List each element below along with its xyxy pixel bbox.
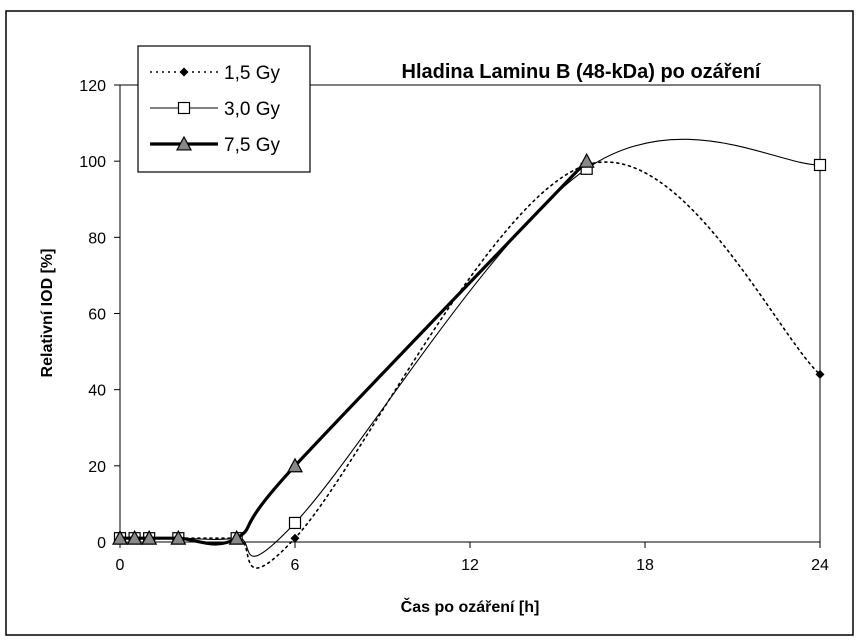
x-tick-label: 18 [636,557,654,574]
square-marker [813,158,827,172]
square-marker [288,516,302,530]
diamond-marker [815,369,825,379]
y-tick-label: 100 [79,154,106,171]
y-tick-label: 0 [97,535,106,552]
legend-item: 7,5 Gy [150,135,280,156]
y-tick-label: 60 [88,307,106,324]
axes-layer: 0 6 12 18 24 0 20 40 60 80 100 120 [79,78,829,574]
triangle-marker [228,529,245,545]
y-axis-label: Relativní IOD [%] [39,249,56,378]
triangle-marker [170,529,187,545]
diamond-marker [179,67,189,77]
legend: 1,5 Gy 3,0 Gy 7,5 Gy [137,45,311,173]
legend-box [137,45,311,173]
legend-item: 3,0 Gy [150,99,280,120]
legend-item: 1,5 Gy [150,63,280,84]
triangle-marker [175,135,193,151]
y-tick-label: 80 [88,230,106,247]
diamond-marker [290,533,300,543]
y-tick-label: 20 [88,459,106,476]
x-tick-label: 12 [461,557,479,574]
y-tick-label: 40 [88,383,106,400]
triangle-marker [286,457,304,473]
chart-title: Hladina Laminu B (48-kDa) po ozáření [402,61,762,83]
y-tick-label: 120 [79,78,106,95]
legend-label: 3,0 Gy [224,99,280,120]
triangle-marker [111,529,129,545]
x-tick-label: 0 [116,557,125,574]
series-layer [111,138,827,569]
x-axis-label: Čas po ozáření [h] [401,597,540,616]
series-3 [111,152,595,546]
triangle-marker [126,529,143,545]
triangle-marker [578,152,595,168]
legend-label: 7,5 Gy [224,135,280,156]
triangle-marker [141,529,158,545]
x-tick-label: 6 [291,557,300,574]
square-marker [177,101,191,115]
x-tick-label: 24 [811,557,829,574]
legend-label: 1,5 Gy [224,63,280,84]
